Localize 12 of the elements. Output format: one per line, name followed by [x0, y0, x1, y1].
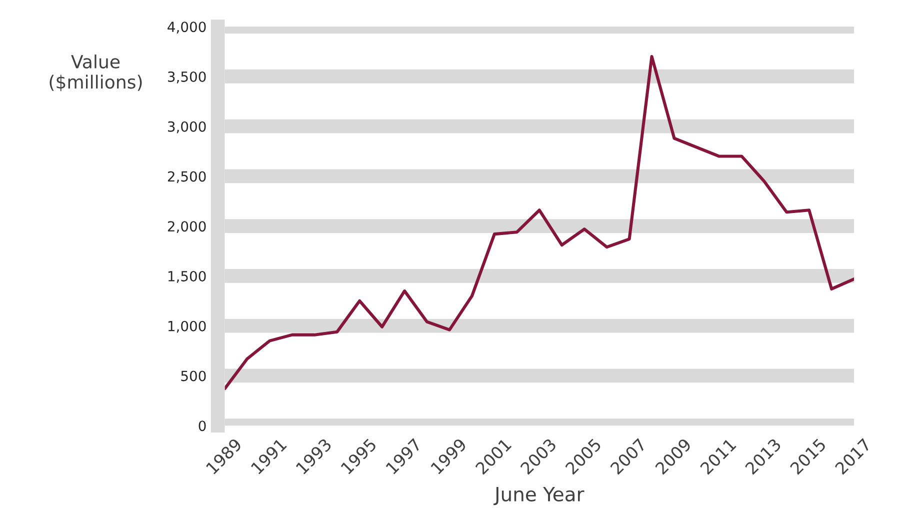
y-tick-label: 3,000	[168, 121, 206, 134]
y-tick-label: 2,500	[168, 171, 206, 184]
y-tick-label: 1,000	[168, 320, 206, 333]
y-tick-label: 500	[181, 370, 206, 382]
x-axis-title: June Year	[494, 487, 584, 506]
y-tick-label: 4,000	[168, 22, 206, 34]
y-tick-label: 0	[198, 420, 206, 432]
y-tick-label: 3,500	[168, 71, 206, 84]
y-axis-title: Value ($millions)	[50, 54, 142, 92]
y-tick-label: 1,500	[168, 270, 206, 283]
y-tick-label: 2,000	[168, 221, 206, 233]
line-series	[224, 54, 854, 390]
